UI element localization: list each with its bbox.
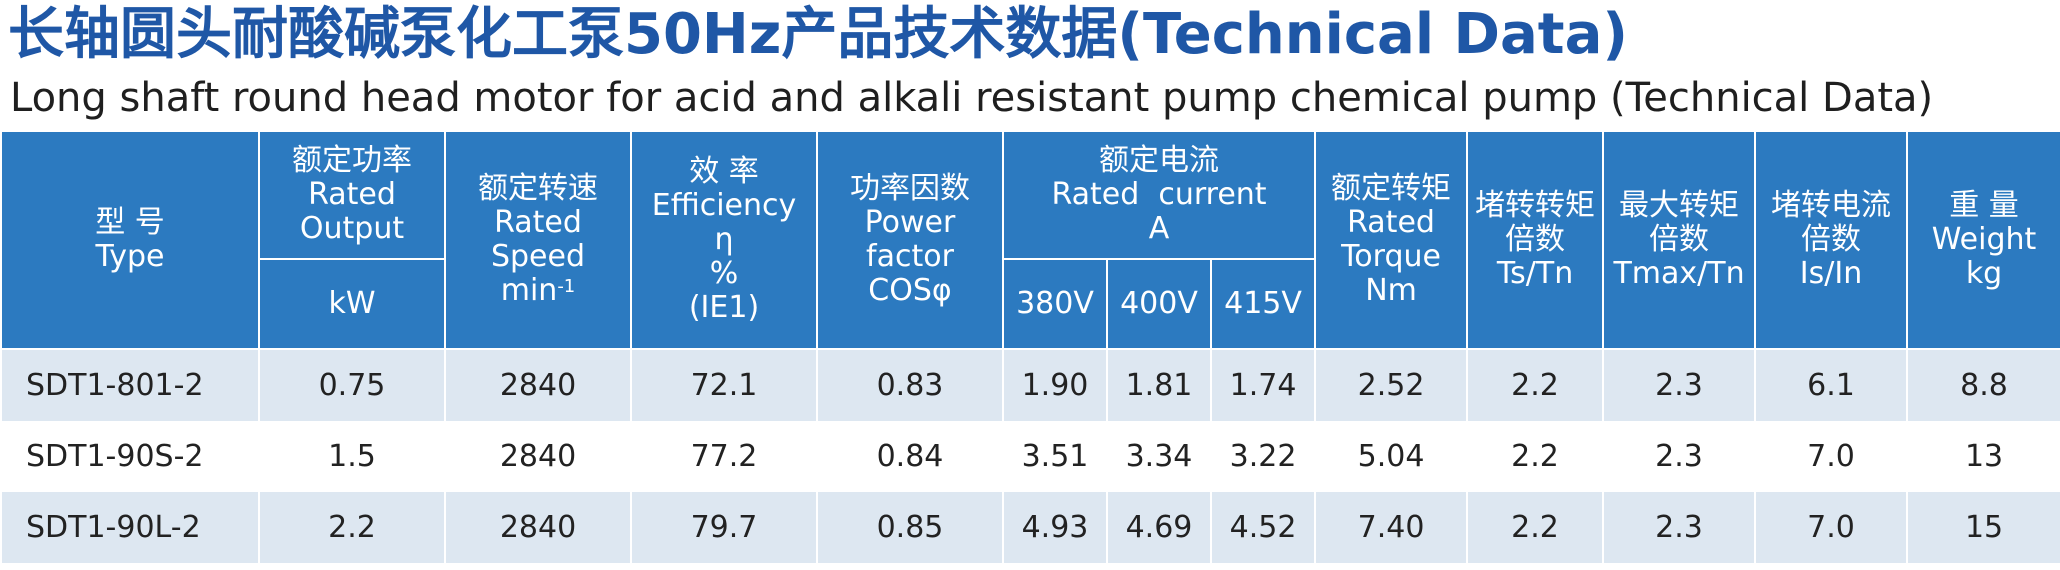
header-efficiency: 效 率 Efficiency η % (IE1) [630,130,818,350]
cell-kw: 1.5 [258,421,446,492]
header-rated-speed-unit: min-1 [448,274,628,308]
cell-locked-torque: 2.2 [1466,492,1605,563]
cell-locked-current: 6.1 [1754,349,1909,421]
header-max-torque: 最大转矩 倍数 Tmax/Tn [1602,130,1757,350]
cell-speed: 2840 [444,421,632,492]
header-rated-output-cn: 额定功率 [292,143,412,178]
cell-torque: 7.40 [1314,492,1469,563]
header-max-torque-cn1: 最大转矩 [1619,188,1740,223]
header-rated-torque-unit: Nm [1365,273,1417,308]
header-weight-en: Weight [1931,222,2037,257]
speed-unit-text: min [500,273,558,308]
header-max-torque-cn2: 倍数 [1649,222,1710,257]
header-rated-torque-en1: Rated [1347,205,1435,240]
cell-torque: 2.52 [1314,349,1469,421]
cell-type: SDT1-90S-2 [0,421,260,492]
cell-power-factor: 0.84 [816,421,1004,492]
header-rated-speed-en1: Rated [494,205,582,240]
header-rated-current-en: Rated current [1051,177,1267,212]
header-weight: 重 量 Weight kg [1906,130,2060,350]
cell-locked-current: 7.0 [1754,421,1909,492]
header-efficiency-unit: % [709,256,739,291]
header-power-factor-en2: factor [866,239,954,274]
cell-type: SDT1-90L-2 [0,492,260,563]
cell-efficiency: 79.7 [630,492,818,563]
header-type-en: Type [95,239,165,274]
header-max-torque-ratio: Tmax/Tn [1613,256,1745,291]
header-rated-output-unit: kW [258,258,446,350]
header-efficiency-class: (IE1) [688,290,760,325]
header-rated-torque-en2: Torque [1341,239,1441,274]
technical-data-table: 型 号 Type 额定功率 Rated Output 额定转速 Rated Sp… [0,130,2060,563]
cell-max-torque: 2.3 [1602,349,1757,421]
cell-current-415: 1.74 [1209,349,1317,421]
header-rated-torque: 额定转矩 Rated Torque Nm [1314,130,1469,350]
cell-speed: 2840 [444,492,632,563]
header-locked-torque-cn2: 倍数 [1505,222,1566,257]
header-efficiency-cn: 效 率 [689,154,759,189]
cell-locked-torque: 2.2 [1466,421,1605,492]
header-type-cn: 型 号 [95,205,165,240]
cell-current-380: 4.93 [1002,492,1108,563]
header-rated-torque-cn: 额定转矩 [1331,171,1452,206]
header-locked-current-cn2: 倍数 [1801,222,1862,257]
header-weight-cn: 重 量 [1949,188,2019,223]
cell-torque: 5.04 [1314,421,1469,492]
cell-current-400: 1.81 [1106,349,1212,421]
table-row: SDT1-90L-2 2.2 2840 79.7 0.85 4.93 4.69 … [0,492,2060,563]
header-rated-output-en2: Output [299,211,405,246]
header-locked-torque: 堵转转矩 倍数 Ts/Tn [1466,130,1605,350]
header-rated-output: 额定功率 Rated Output [258,130,446,260]
cell-max-torque: 2.3 [1602,492,1757,563]
cell-current-415: 4.52 [1209,492,1317,563]
header-locked-torque-ratio: Ts/Tn [1496,256,1574,291]
header-efficiency-en: Efficiency [651,188,797,223]
header-type: 型 号 Type [0,130,260,350]
header-rated-current-cn: 额定电流 [1099,143,1220,178]
table-row: SDT1-90S-2 1.5 2840 77.2 0.84 3.51 3.34 … [0,421,2060,492]
cell-speed: 2840 [444,349,632,421]
cell-current-400: 4.69 [1106,492,1212,563]
header-voltage-380: 380V [1002,258,1108,350]
header-power-factor-symbol: COSφ [868,273,952,308]
speed-unit-sup: -1 [557,276,576,297]
cell-efficiency: 72.1 [630,349,818,421]
page-title: 长轴圆头耐酸碱泵化工泵50Hz产品技术数据(Technical Data) [8,2,1628,67]
cell-current-380: 1.90 [1002,349,1108,421]
header-rated-speed: 额定转速 Rated Speed min-1 [444,130,632,350]
cell-type: SDT1-801-2 [0,349,260,421]
header-locked-torque-cn1: 堵转转矩 [1475,188,1596,223]
cell-locked-torque: 2.2 [1466,349,1605,421]
header-locked-current-ratio: Is/In [1799,256,1863,291]
header-power-factor: 功率因数 Power factor COSφ [816,130,1004,350]
cell-kw: 0.75 [258,349,446,421]
header-voltage-400: 400V [1106,258,1212,350]
header-power-factor-cn: 功率因数 [850,171,970,206]
cell-locked-current: 7.0 [1754,492,1909,563]
cell-kw: 2.2 [258,492,446,563]
header-rated-speed-en2: Speed [490,239,586,274]
header-weight-unit: kg [1965,256,2003,291]
header-voltage-415: 415V [1209,258,1317,350]
header-rated-speed-cn: 额定转速 [478,171,598,206]
cell-weight: 15 [1906,492,2060,563]
cell-efficiency: 77.2 [630,421,818,492]
cell-weight: 8.8 [1906,349,2060,421]
cell-current-415: 3.22 [1209,421,1317,492]
page-subtitle: Long shaft round head motor for acid and… [10,75,1934,121]
header-efficiency-symbol: η [714,222,734,257]
header-locked-current-cn1: 堵转电流 [1771,188,1892,223]
header-power-factor-en1: Power [864,205,956,240]
cell-max-torque: 2.3 [1602,421,1757,492]
cell-power-factor: 0.83 [816,349,1004,421]
cell-current-400: 3.34 [1106,421,1212,492]
header-rated-current-unit: A [1148,211,1170,246]
cell-current-380: 3.51 [1002,421,1108,492]
header-locked-current: 堵转电流 倍数 Is/In [1754,130,1909,350]
header-rated-output-en1: Rated [308,177,396,212]
cell-power-factor: 0.85 [816,492,1004,563]
header-rated-current: 额定电流 Rated current A [1001,130,1317,260]
cell-weight: 13 [1906,421,2060,492]
table-row: SDT1-801-2 0.75 2840 72.1 0.83 1.90 1.81… [0,349,2060,421]
